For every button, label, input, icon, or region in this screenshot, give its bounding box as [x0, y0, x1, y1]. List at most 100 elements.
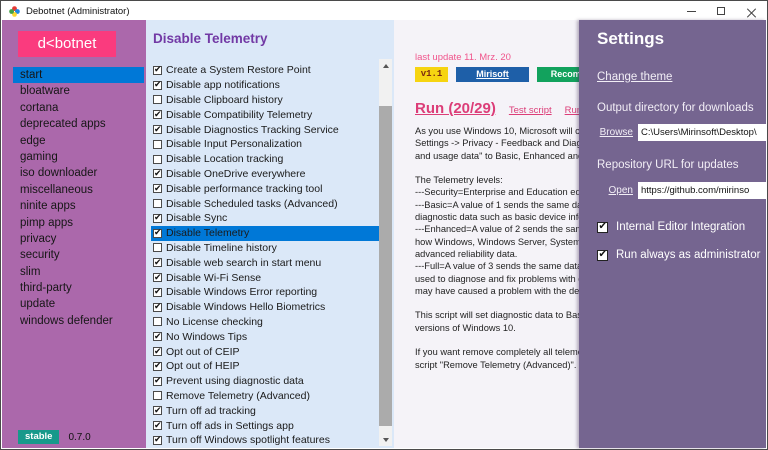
change-theme-link[interactable]: Change theme — [597, 71, 673, 83]
sidebar-item[interactable]: windows defender — [20, 314, 113, 327]
checkbox-icon[interactable] — [153, 360, 162, 371]
sidebar-item[interactable]: ninite apps — [20, 200, 76, 213]
checkbox-icon[interactable] — [153, 64, 162, 75]
script-checkbox-row[interactable]: Disable performance tracking tool — [151, 181, 379, 196]
script-checkbox-row[interactable]: Create a System Restore Point — [151, 63, 379, 78]
script-checkbox-row[interactable]: Disable Clipboard history — [151, 93, 379, 108]
script-checkbox-row[interactable]: Disable Telemetry — [151, 225, 379, 241]
script-checkbox-row[interactable]: Remove Telemetry (Advanced) — [151, 389, 379, 404]
script-checkbox-row[interactable]: Disable web search in start menu — [151, 255, 379, 270]
script-checkbox-row[interactable]: Disable Windows Hello Biometrics — [151, 300, 379, 315]
checkbox-icon[interactable] — [153, 79, 162, 90]
sidebar-item[interactable]: miscellaneous — [20, 183, 93, 196]
close-button[interactable] — [736, 2, 766, 20]
checkbox-label: Opt out of HEIP — [166, 360, 240, 373]
repo-url-input[interactable] — [638, 181, 767, 199]
checkbox-label: Disable Windows Error reporting — [166, 286, 318, 299]
script-checkbox-row[interactable]: Prevent using diagnostic data — [151, 374, 379, 389]
script-checkbox-row[interactable]: Opt out of CEIP — [151, 344, 379, 359]
checkbox-icon[interactable] — [597, 221, 608, 233]
scroll-up-icon[interactable] — [379, 59, 392, 72]
sidebar-item[interactable]: slim — [20, 265, 41, 278]
script-checkbox-row[interactable]: No License checking — [151, 315, 379, 330]
checkbox-icon[interactable] — [153, 420, 162, 431]
run-row: Run (20/29) Test script Run script — [415, 100, 579, 117]
checkbox-icon[interactable] — [153, 154, 162, 164]
minimize-icon — [686, 10, 696, 12]
checkbox-label: Turn off ad tracking — [166, 404, 256, 417]
sidebar-item[interactable]: deprecated apps — [20, 118, 106, 131]
run-as-admin-checkbox-row[interactable]: Run always as administrator — [597, 249, 760, 261]
scroll-down-icon[interactable] — [379, 433, 392, 446]
open-link[interactable]: Open — [608, 184, 633, 196]
test-script-link[interactable]: Test script — [508, 105, 552, 116]
author-badge-link[interactable]: Mirisoft — [456, 67, 529, 82]
run-script-link[interactable]: Run script — [564, 105, 579, 116]
script-checkbox-row[interactable]: Disable Location tracking — [151, 152, 379, 167]
minimize-button[interactable] — [676, 2, 706, 20]
sidebar-item[interactable]: privacy — [20, 232, 57, 245]
checkbox-icon[interactable] — [153, 124, 162, 135]
checkbox-label: Disable app notifications — [166, 79, 280, 92]
checkbox-icon[interactable] — [153, 139, 162, 149]
sidebar-item[interactable]: update — [20, 298, 56, 311]
checkbox-icon[interactable] — [153, 301, 162, 312]
checkbox-icon[interactable] — [153, 317, 162, 327]
scrollbar[interactable] — [379, 59, 392, 446]
script-checkbox-row[interactable]: No Windows Tips — [151, 329, 379, 344]
checkbox-icon[interactable] — [153, 375, 162, 386]
maximize-button[interactable] — [706, 2, 736, 20]
script-checkbox-row[interactable]: Disable app notifications — [151, 78, 379, 93]
sidebar-item[interactable]: third-party — [20, 282, 72, 295]
script-checkbox-row[interactable]: Turn off Windows spotlight features — [151, 433, 379, 448]
sidebar-item[interactable]: cortana — [20, 101, 59, 114]
window-controls — [676, 2, 766, 20]
checkbox-icon[interactable] — [153, 199, 162, 209]
checkbox-icon[interactable] — [153, 212, 162, 223]
checkbox-icon[interactable] — [153, 243, 162, 253]
script-checkbox-row[interactable]: Turn off ad tracking — [151, 403, 379, 418]
output-dir-input[interactable] — [638, 123, 767, 141]
checkbox-icon[interactable] — [153, 168, 162, 179]
checkbox-label: Prevent using diagnostic data — [166, 375, 304, 388]
checkbox-icon[interactable] — [153, 272, 162, 283]
checkbox-icon[interactable] — [153, 346, 162, 357]
script-checkbox-row[interactable]: Disable Scheduled tasks (Advanced) — [151, 196, 379, 211]
checkbox-icon[interactable] — [597, 249, 608, 261]
script-checkbox-row[interactable]: Opt out of HEIP — [151, 359, 379, 374]
sidebar-footer: stable 0.7.0 — [18, 430, 91, 444]
script-checkbox-row[interactable]: Disable Input Personalization — [151, 137, 379, 152]
run-link[interactable]: Run (20/29) — [415, 100, 496, 117]
script-checkbox-row[interactable]: Disable Timeline history — [151, 241, 379, 256]
sidebar: d<botnet start bloatware cortana depreca… — [2, 20, 146, 448]
script-checkbox-row[interactable]: Disable Sync — [151, 211, 379, 226]
script-checkbox-row[interactable]: Turn off ads in Settings app — [151, 418, 379, 433]
checkbox-icon[interactable] — [153, 227, 162, 238]
checkbox-icon[interactable] — [153, 391, 162, 401]
sidebar-item[interactable]: edge — [20, 134, 46, 147]
script-checkbox-row[interactable]: Disable Wi-Fi Sense — [151, 270, 379, 285]
script-list: Create a System Restore Point Disable ap… — [151, 63, 379, 448]
sidebar-item[interactable]: iso downloader — [20, 167, 98, 180]
checkbox-icon[interactable] — [153, 257, 162, 268]
close-icon — [747, 7, 756, 16]
script-checkbox-row[interactable]: Disable Windows Error reporting — [151, 285, 379, 300]
internal-editor-checkbox-row[interactable]: Internal Editor Integration — [597, 221, 745, 233]
browse-link[interactable]: Browse — [599, 126, 633, 138]
sidebar-item[interactable]: security — [20, 249, 60, 262]
script-checkbox-row[interactable]: Disable Compatibility Telemetry — [151, 107, 379, 122]
checkbox-icon[interactable] — [153, 405, 162, 416]
script-checkbox-row[interactable]: Disable Diagnostics Tracking Service — [151, 122, 379, 137]
sidebar-item[interactable]: pimp apps — [20, 216, 74, 229]
scrollbar-thumb[interactable] — [379, 106, 392, 426]
sidebar-item[interactable]: gaming — [20, 150, 58, 163]
checkbox-icon[interactable] — [153, 95, 162, 105]
checkbox-icon[interactable] — [153, 434, 162, 445]
checkbox-icon[interactable] — [153, 183, 162, 194]
script-checkbox-row[interactable]: Disable OneDrive everywhere — [151, 167, 379, 182]
sidebar-item[interactable]: bloatware — [20, 85, 70, 98]
checkbox-icon[interactable] — [153, 286, 162, 297]
checkbox-icon[interactable] — [153, 331, 162, 342]
sidebar-item[interactable]: start — [13, 67, 144, 84]
checkbox-icon[interactable] — [153, 109, 162, 120]
